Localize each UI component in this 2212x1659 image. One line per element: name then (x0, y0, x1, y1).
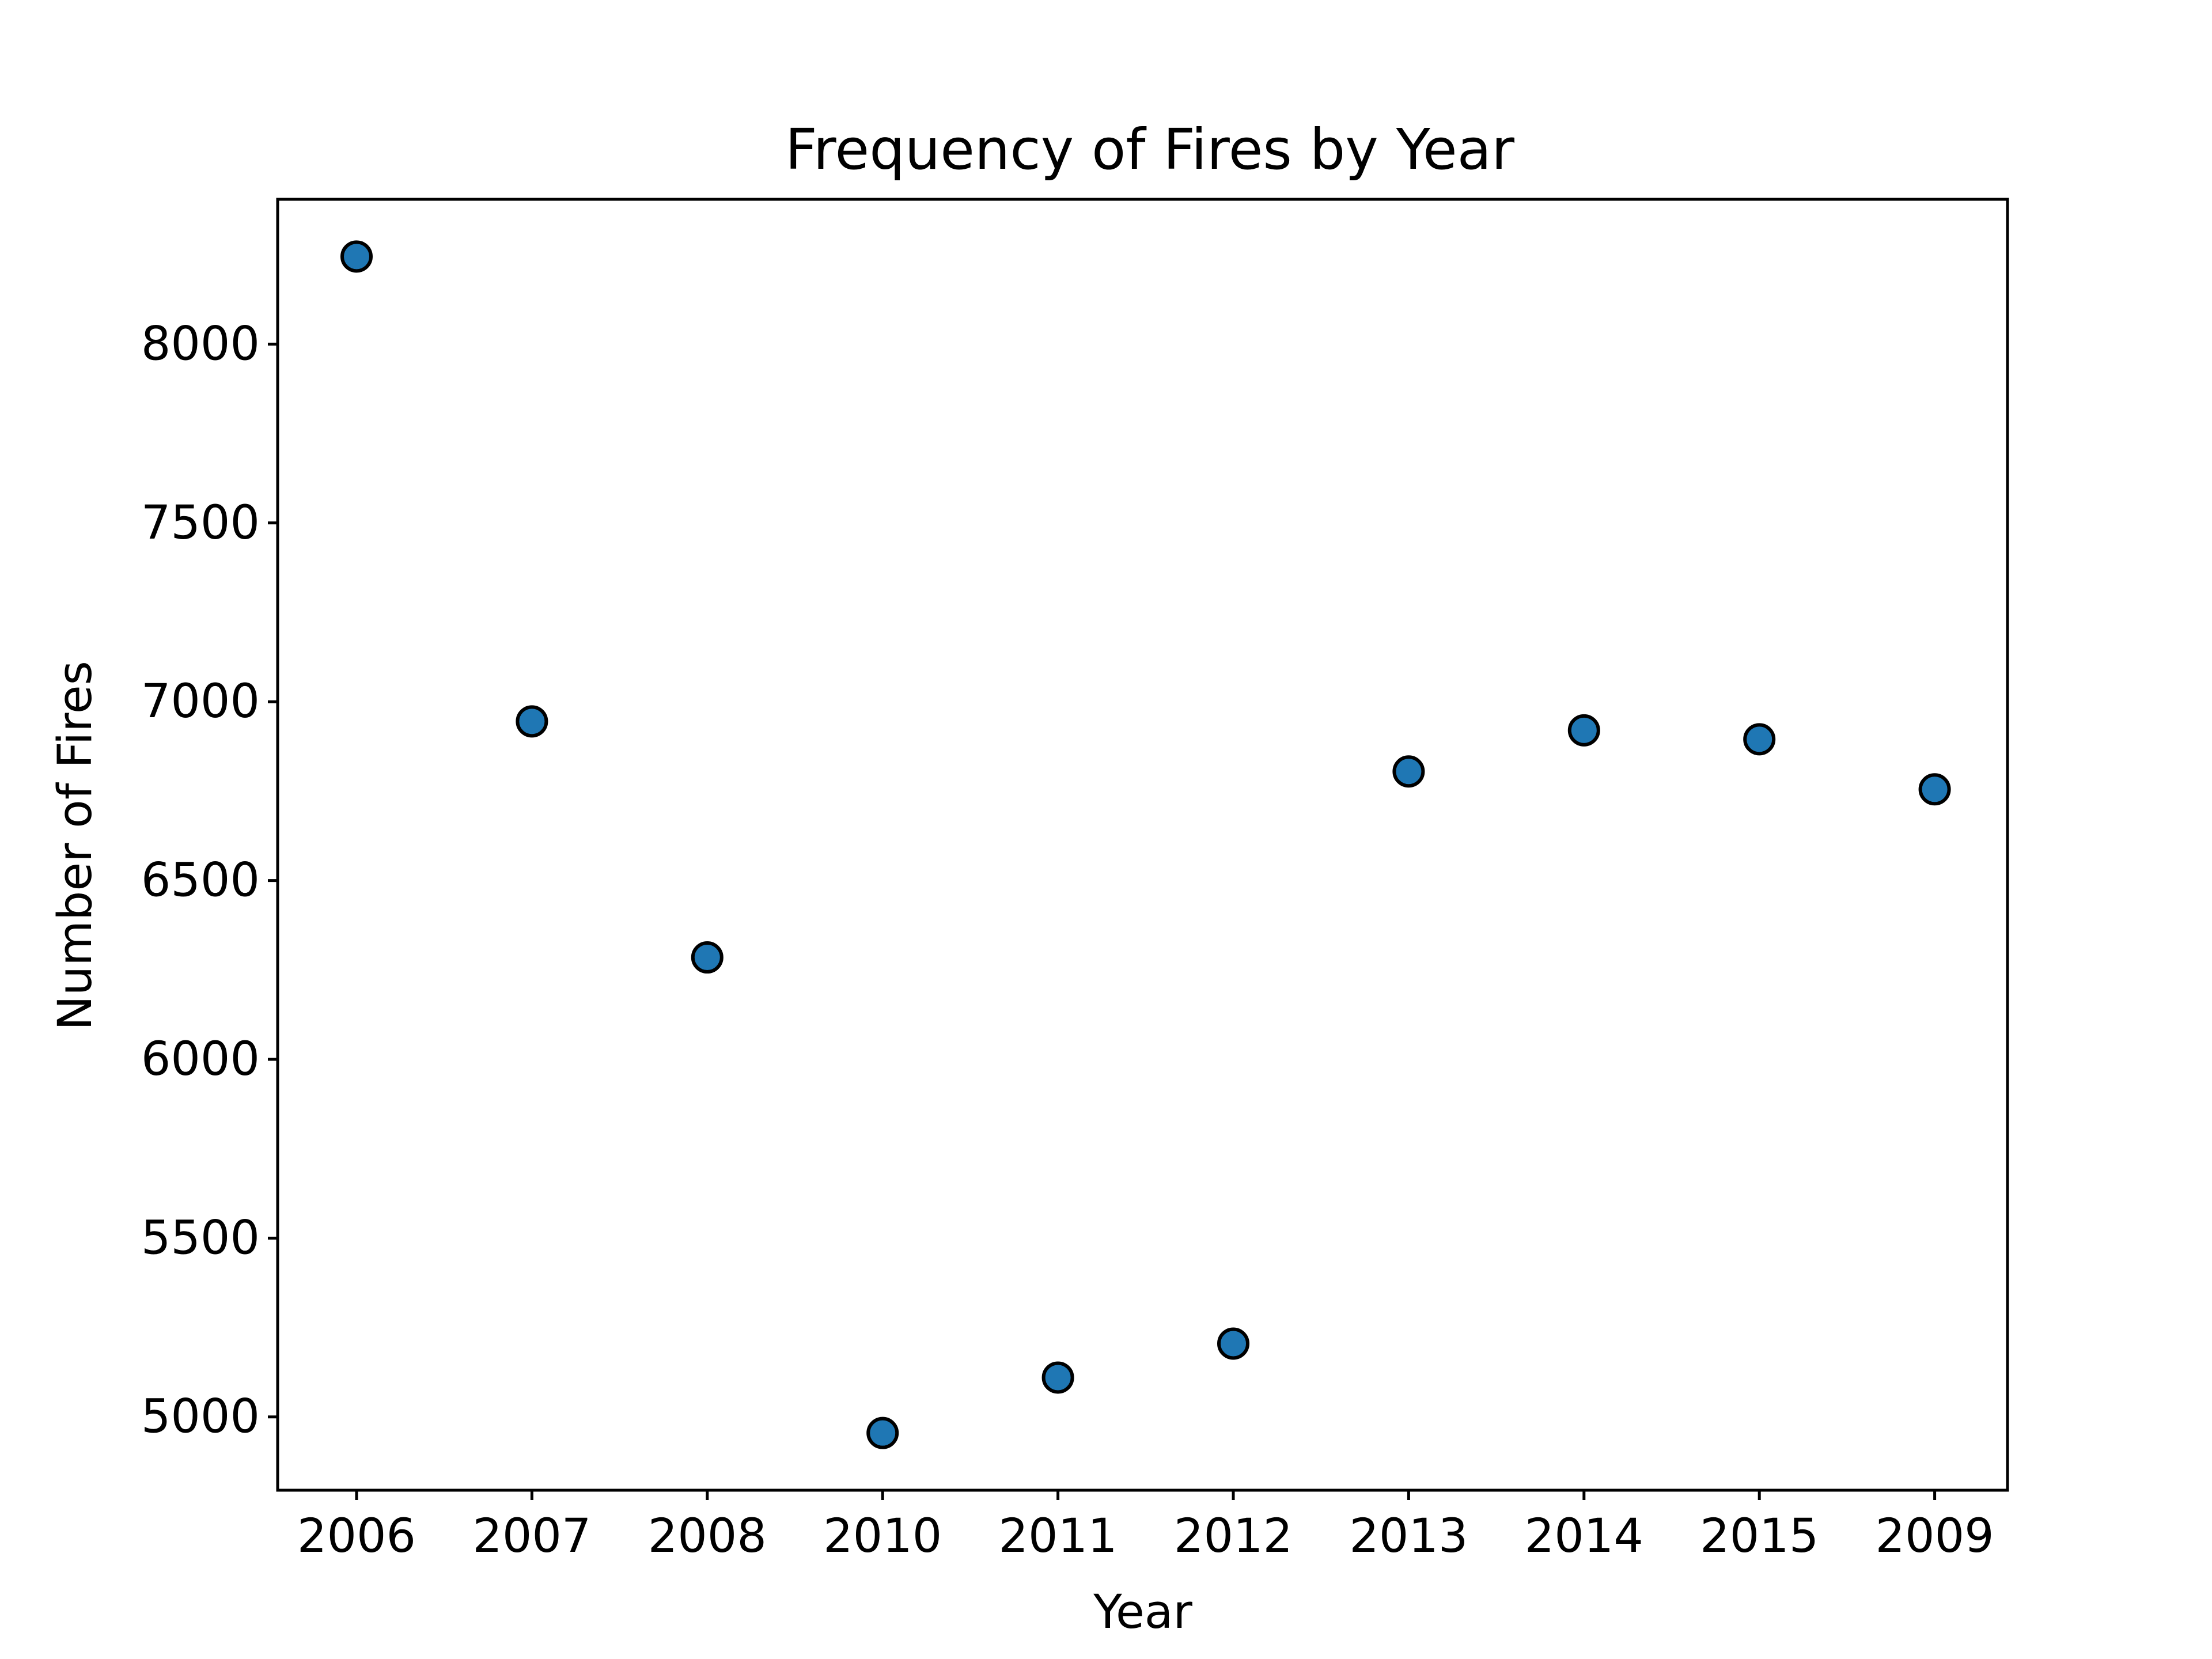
y-tick-label: 7500 (141, 496, 260, 550)
x-tick-label: 2014 (1525, 1509, 1643, 1563)
y-tick-label: 5000 (141, 1390, 260, 1444)
data-point-2015 (1743, 723, 1776, 756)
x-tick-label: 2009 (1876, 1509, 1994, 1563)
y-tick-label: 5500 (141, 1211, 260, 1265)
y-tick-label: 6000 (141, 1032, 260, 1086)
data-point-2006 (340, 240, 373, 273)
chart-title: Frequency of Fires by Year (785, 117, 1514, 182)
x-axis-title: Year (1093, 1585, 1192, 1639)
y-tick-label: 7000 (141, 675, 260, 729)
data-point-2014 (1567, 714, 1600, 747)
y-tick-label: 8000 (141, 317, 260, 371)
x-tick-label: 2012 (1174, 1509, 1293, 1563)
data-points (340, 240, 1951, 1449)
data-point-2008 (691, 941, 724, 974)
x-tick-label: 2010 (823, 1509, 942, 1563)
data-point-2013 (1392, 755, 1425, 788)
data-point-2009 (1918, 773, 1951, 806)
plot-area-frame (276, 198, 2009, 1492)
x-tick-label: 2008 (648, 1509, 767, 1563)
x-tick-label: 2015 (1700, 1509, 1819, 1563)
x-tick-label: 2006 (297, 1509, 416, 1563)
data-point-2010 (866, 1416, 899, 1449)
data-point-2012 (1217, 1327, 1249, 1360)
x-tick-label: 2011 (999, 1509, 1118, 1563)
x-tick-label: 2013 (1349, 1509, 1468, 1563)
y-tick-label: 6500 (141, 854, 260, 908)
x-tick-label: 2007 (472, 1509, 591, 1563)
data-point-2011 (1041, 1361, 1074, 1394)
data-point-2007 (516, 705, 548, 738)
y-axis-title: Number of Fires (48, 661, 103, 1031)
x-axis: 2006 2007 2008 2010 2011 2012 2013 2014 2015 2009 (297, 1490, 1994, 1563)
y-axis: 5000 5500 6000 6500 7000 7500 8000 (141, 317, 278, 1444)
